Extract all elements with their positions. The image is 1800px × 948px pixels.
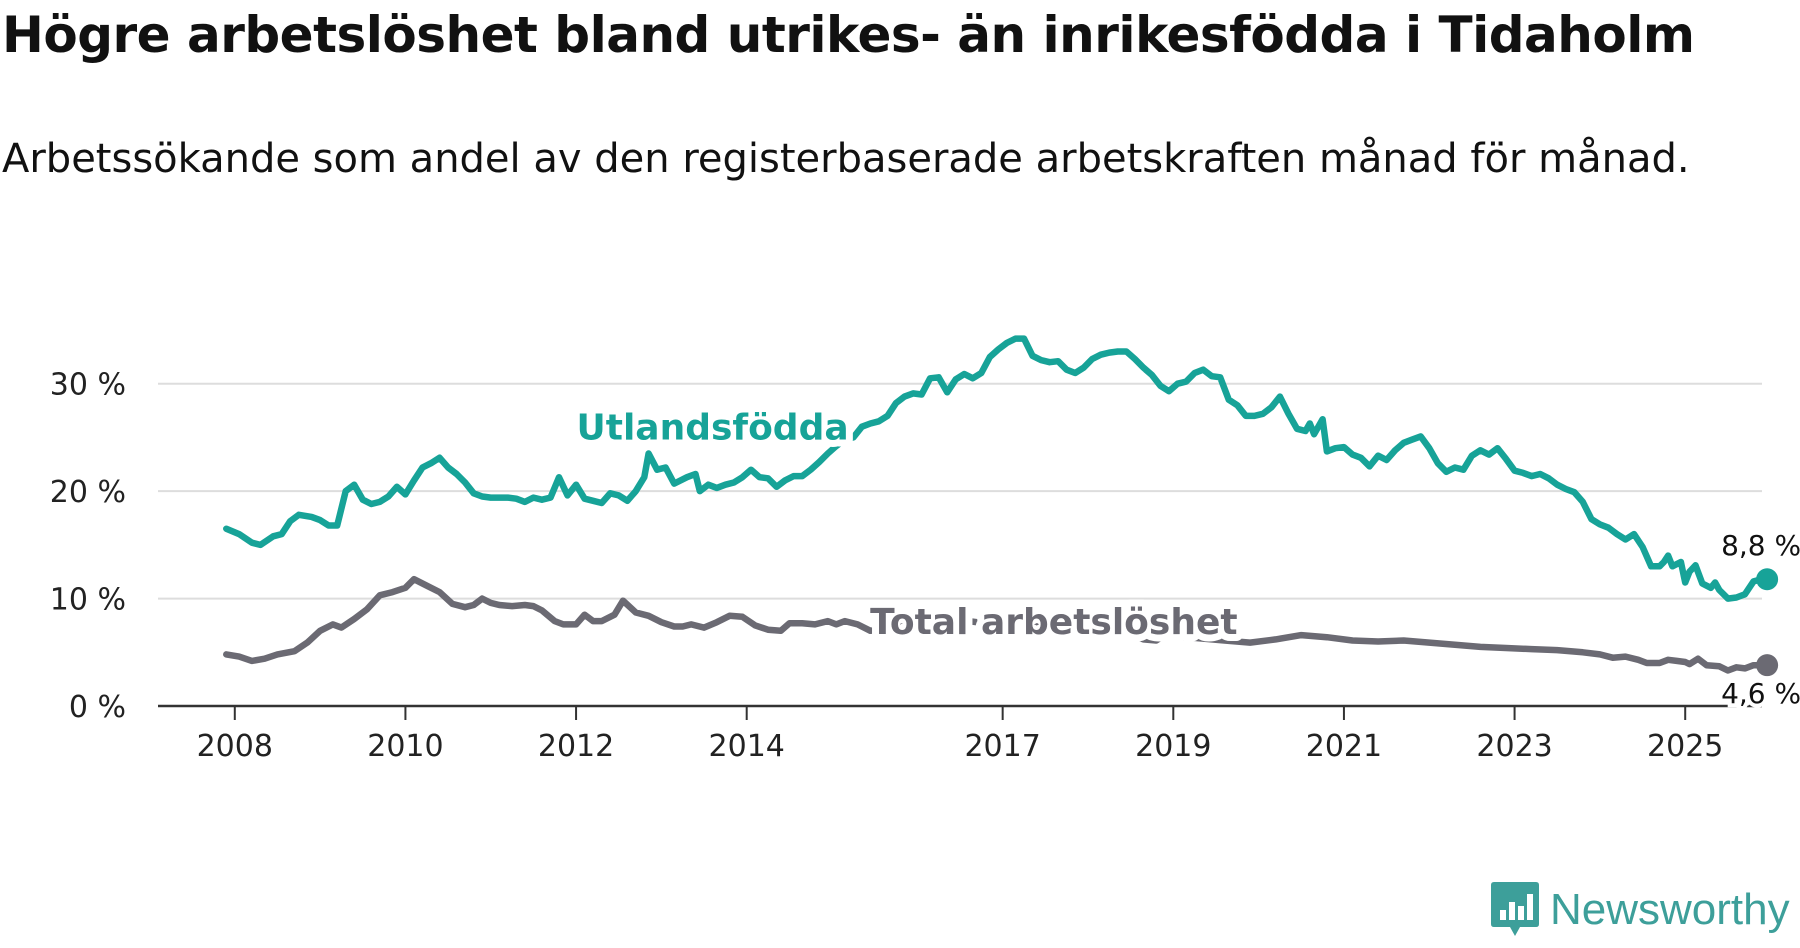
x-tick-label: 2021 [1306, 729, 1382, 764]
x-axis-ticks: 2008 2010 2012 2014 2017 2019 2021 2023 2025 [197, 706, 1723, 764]
x-tick-label: 2017 [964, 729, 1040, 764]
series-line-total [223, 575, 1771, 674]
end-value-label-foreign: 8,8 % [1721, 529, 1800, 562]
end-point-total [1756, 654, 1779, 677]
bar-chart-badge-icon [1491, 882, 1539, 936]
line-chart: 0 % 10 % 20 % 30 % 2008 2010 2012 2014 2017 2019… [50, 335, 1800, 764]
x-tick-label: 2008 [197, 729, 273, 764]
y-tick-label: 10 % [50, 583, 126, 618]
brand-name: Newsworthy [1550, 885, 1790, 934]
x-tick-label: 2023 [1476, 729, 1552, 764]
series-line-foreign [223, 335, 1771, 602]
series-label-foreign: Utlandsfödda [577, 408, 849, 449]
series-labels: Utlandsfödda Total arbetslöshet [570, 401, 1245, 650]
x-tick-label: 2010 [367, 729, 443, 764]
y-axis-ticks: 0 % 10 % 20 % 30 % [50, 368, 126, 725]
end-point-foreign [1756, 568, 1779, 591]
y-tick-label: 30 % [50, 368, 126, 403]
x-tick-label: 2019 [1135, 729, 1211, 764]
grid-lines [158, 382, 1762, 600]
x-tick-label: 2014 [709, 729, 785, 764]
chart-title: Högre arbetslöshet bland utrikes- än inr… [2, 6, 1695, 64]
y-tick-label: 0 % [69, 690, 126, 725]
end-markers: 8,8 % 4,6 % [1717, 525, 1800, 714]
y-tick-label: 20 % [50, 475, 126, 510]
chart-subtitle: Arbetssökande som andel av den registerb… [2, 136, 1690, 182]
x-tick-label: 2025 [1647, 729, 1723, 764]
x-tick-label: 2012 [538, 729, 614, 764]
series-label-total: Total arbetslöshet [870, 602, 1238, 643]
series-lines [223, 335, 1771, 674]
brand-logo[interactable]: Newsworthy [1490, 880, 1790, 940]
end-value-label-total: 4,6 % [1721, 677, 1800, 710]
